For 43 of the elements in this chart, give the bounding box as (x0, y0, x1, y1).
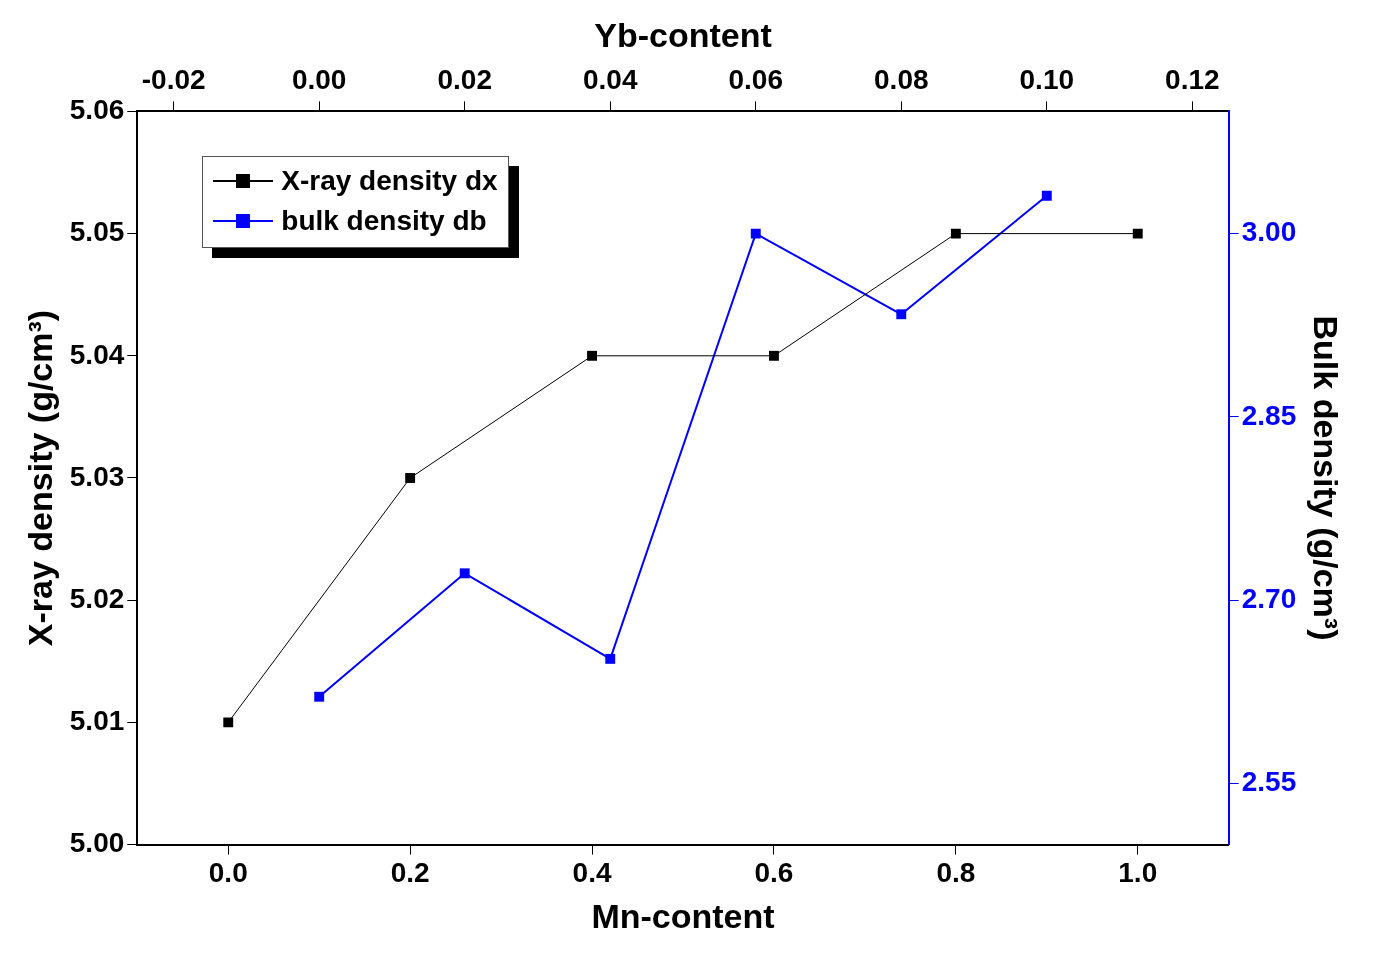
y2-axis-title: Bulk density (g/cm³) (1307, 315, 1346, 641)
y-tick-label: 5.05 (69, 216, 125, 248)
point (459, 568, 470, 579)
x2-tick-label: 0.06 (728, 64, 784, 96)
point (587, 350, 597, 361)
y-tick-label: 5.06 (69, 94, 125, 126)
point (1041, 190, 1052, 201)
x-tick-label: 0.6 (754, 857, 794, 889)
x-tick-label: 0.4 (572, 857, 612, 889)
y2-tick-label: 2.85 (1241, 399, 1297, 431)
x2-tick-label: 0.08 (874, 64, 929, 96)
y-axis-title: X-ray density (g/cm³) (20, 309, 59, 647)
x2-tick-label: 0.10 (1019, 64, 1075, 96)
x2-tick-label: 0.02 (437, 64, 492, 96)
point (769, 350, 779, 361)
y-tick-label: 5.03 (69, 460, 125, 492)
x2-tick-label: 0.12 (1165, 64, 1220, 96)
x2-tick-label: -0.02 (141, 64, 206, 96)
point (896, 309, 907, 320)
x2-tick-label: 0.04 (582, 64, 638, 96)
point (405, 473, 416, 483)
x-tick-label: 0.2 (390, 857, 430, 889)
x-axis-title: Mn-content (591, 896, 775, 935)
y2-tick-label: 2.70 (1241, 582, 1297, 614)
x-tick-label: 0.0 (208, 857, 248, 889)
point (314, 691, 325, 702)
point (605, 653, 616, 664)
legend-label: bulk density db (281, 205, 487, 238)
legend-label: X-ray density dx (281, 165, 498, 198)
y-tick-label: 5.01 (69, 705, 125, 737)
point (1132, 228, 1143, 239)
y2-tick-label: 2.55 (1241, 766, 1297, 798)
point (750, 228, 761, 239)
x2-axis-title: Yb-content (594, 15, 772, 54)
point (223, 717, 234, 728)
y2-tick-label: 3.00 (1241, 216, 1297, 248)
x-tick-label: 0.8 (936, 857, 976, 889)
y-tick-label: 5.00 (69, 827, 125, 859)
y-tick-label: 5.02 (69, 582, 125, 614)
y-tick-label: 5.04 (69, 338, 125, 370)
point (950, 228, 961, 239)
x-tick-label: 1.0 (1118, 857, 1158, 889)
x2-tick-label: 0.00 (291, 64, 347, 96)
